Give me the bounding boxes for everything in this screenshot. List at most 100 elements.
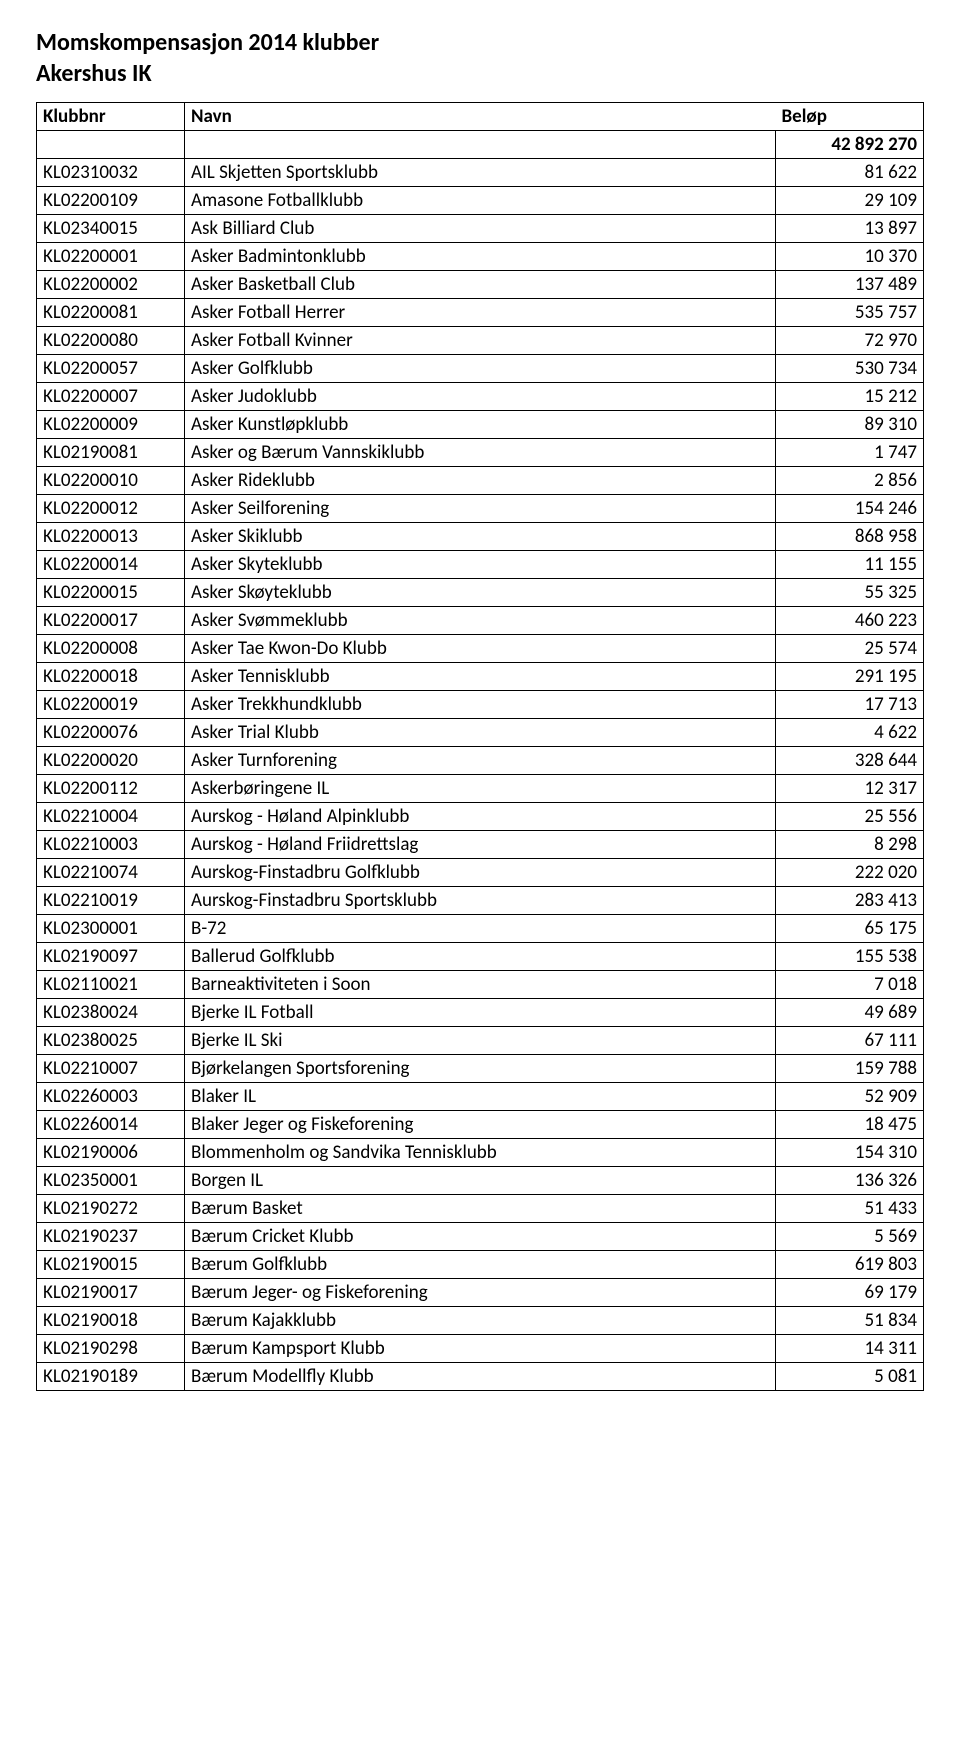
cell-navn: Blommenholm og Sandvika Tennisklubb [185, 1139, 776, 1167]
cell-navn: Bærum Modellfly Klubb [185, 1363, 776, 1391]
cell-klubbnr: KL02200014 [37, 551, 185, 579]
cell-belop: 868 958 [776, 523, 924, 551]
cell-klubbnr: KL02260014 [37, 1111, 185, 1139]
cell-navn: Blaker Jeger og Fiskeforening [185, 1111, 776, 1139]
cell-belop: 535 757 [776, 299, 924, 327]
cell-belop: 136 326 [776, 1167, 924, 1195]
cell-navn: AIL Skjetten Sportsklubb [185, 159, 776, 187]
cell-navn: Asker Fotball Kvinner [185, 327, 776, 355]
table-row: KL02200112Askerbøringene IL12 317 [37, 775, 924, 803]
cell-klubbnr: KL02190006 [37, 1139, 185, 1167]
cell-navn: Borgen IL [185, 1167, 776, 1195]
cell-belop: 619 803 [776, 1251, 924, 1279]
cell-navn: Asker Svømmeklubb [185, 607, 776, 635]
cell-klubbnr: KL02200010 [37, 467, 185, 495]
table-row: KL02110021Barneaktiviteten i Soon7 018 [37, 971, 924, 999]
cell-navn: Bjerke IL Ski [185, 1027, 776, 1055]
cell-navn: Aurskog - Høland Friidrettslag [185, 831, 776, 859]
cell-belop: 137 489 [776, 271, 924, 299]
cell-belop: 67 111 [776, 1027, 924, 1055]
table-row: KL02190081Asker og Bærum Vannskiklubb1 7… [37, 439, 924, 467]
col-header-klubbnr: Klubbnr [37, 103, 185, 131]
cell-klubbnr: KL02200017 [37, 607, 185, 635]
cell-klubbnr: KL02200015 [37, 579, 185, 607]
cell-navn: Asker og Bærum Vannskiklubb [185, 439, 776, 467]
cell-navn: Barneaktiviteten i Soon [185, 971, 776, 999]
cell-klubbnr: KL02110021 [37, 971, 185, 999]
cell-navn: Bærum Kajakklubb [185, 1307, 776, 1335]
cell-navn: Bærum Basket [185, 1195, 776, 1223]
cell-klubbnr: KL02190015 [37, 1251, 185, 1279]
cell-klubbnr: KL02200009 [37, 411, 185, 439]
table-row: KL02200057Asker Golfklubb530 734 [37, 355, 924, 383]
cell-navn: Asker Tae Kwon-Do Klubb [185, 635, 776, 663]
cell-klubbnr: KL02210007 [37, 1055, 185, 1083]
cell-klubbnr: KL02200013 [37, 523, 185, 551]
cell-belop: 72 970 [776, 327, 924, 355]
table-row: KL02200001Asker Badmintonklubb10 370 [37, 243, 924, 271]
cell-navn: Asker Judoklubb [185, 383, 776, 411]
cell-belop: 13 897 [776, 215, 924, 243]
cell-klubbnr: KL02200008 [37, 635, 185, 663]
table-row: KL02350001Borgen IL136 326 [37, 1167, 924, 1195]
table-row: KL02190015Bærum Golfklubb619 803 [37, 1251, 924, 1279]
cell-belop: 154 246 [776, 495, 924, 523]
table-row: KL02190006Blommenholm og Sandvika Tennis… [37, 1139, 924, 1167]
cell-belop: 159 788 [776, 1055, 924, 1083]
cell-klubbnr: KL02200012 [37, 495, 185, 523]
table-row: KL02200020Asker Turnforening328 644 [37, 747, 924, 775]
cell-belop: 25 574 [776, 635, 924, 663]
cell-belop: 69 179 [776, 1279, 924, 1307]
cell-klubbnr: KL02190189 [37, 1363, 185, 1391]
cell-klubbnr: KL02190018 [37, 1307, 185, 1335]
cell-klubbnr: KL02310032 [37, 159, 185, 187]
table-row: KL02340015Ask Billiard Club13 897 [37, 215, 924, 243]
cell-belop: 89 310 [776, 411, 924, 439]
col-header-belop: Beløp [776, 103, 924, 131]
page-subtitle: Akershus IK [36, 59, 924, 88]
cell-klubbnr: KL02190081 [37, 439, 185, 467]
cell-navn: Asker Seilforening [185, 495, 776, 523]
cell-klubbnr: KL02200081 [37, 299, 185, 327]
cell-navn: Asker Rideklubb [185, 467, 776, 495]
table-row: KL02200012Asker Seilforening154 246 [37, 495, 924, 523]
cell-belop: 155 538 [776, 943, 924, 971]
total-cell-empty1 [37, 131, 185, 159]
table-row: KL02190298Bærum Kampsport Klubb14 311 [37, 1335, 924, 1363]
table-row: KL02260014Blaker Jeger og Fiskeforening1… [37, 1111, 924, 1139]
cell-klubbnr: KL02200001 [37, 243, 185, 271]
cell-belop: 17 713 [776, 691, 924, 719]
cell-belop: 29 109 [776, 187, 924, 215]
table-row: KL02380024Bjerke IL Fotball49 689 [37, 999, 924, 1027]
cell-navn: Aurskog-Finstadbru Golfklubb [185, 859, 776, 887]
cell-navn: Amasone Fotballklubb [185, 187, 776, 215]
cell-belop: 51 834 [776, 1307, 924, 1335]
cell-belop: 283 413 [776, 887, 924, 915]
table-row: KL02210007Bjørkelangen Sportsforening159… [37, 1055, 924, 1083]
table-row: KL02200019Asker Trekkhundklubb17 713 [37, 691, 924, 719]
cell-klubbnr: KL02340015 [37, 215, 185, 243]
cell-klubbnr: KL02200112 [37, 775, 185, 803]
table-row: KL02200008Asker Tae Kwon-Do Klubb25 574 [37, 635, 924, 663]
cell-belop: 222 020 [776, 859, 924, 887]
table-body: KL02310032AIL Skjetten Sportsklubb81 622… [37, 159, 924, 1391]
cell-navn: Asker Tennisklubb [185, 663, 776, 691]
cell-klubbnr: KL02350001 [37, 1167, 185, 1195]
cell-klubbnr: KL02190097 [37, 943, 185, 971]
table-row: KL02200080Asker Fotball Kvinner72 970 [37, 327, 924, 355]
table-row: KL02200007Asker Judoklubb15 212 [37, 383, 924, 411]
cell-belop: 15 212 [776, 383, 924, 411]
cell-belop: 154 310 [776, 1139, 924, 1167]
cell-belop: 328 644 [776, 747, 924, 775]
cell-navn: Bjørkelangen Sportsforening [185, 1055, 776, 1083]
cell-klubbnr: KL02200076 [37, 719, 185, 747]
data-table: Klubbnr Navn Beløp 42 892 270 KL02310032… [36, 102, 924, 1391]
cell-navn: Bærum Golfklubb [185, 1251, 776, 1279]
cell-klubbnr: KL02200002 [37, 271, 185, 299]
cell-klubbnr: KL02190017 [37, 1279, 185, 1307]
cell-navn: Aurskog-Finstadbru Sportsklubb [185, 887, 776, 915]
cell-navn: Askerbøringene IL [185, 775, 776, 803]
table-header-row: Klubbnr Navn Beløp [37, 103, 924, 131]
table-row: KL02200018Asker Tennisklubb291 195 [37, 663, 924, 691]
cell-belop: 25 556 [776, 803, 924, 831]
